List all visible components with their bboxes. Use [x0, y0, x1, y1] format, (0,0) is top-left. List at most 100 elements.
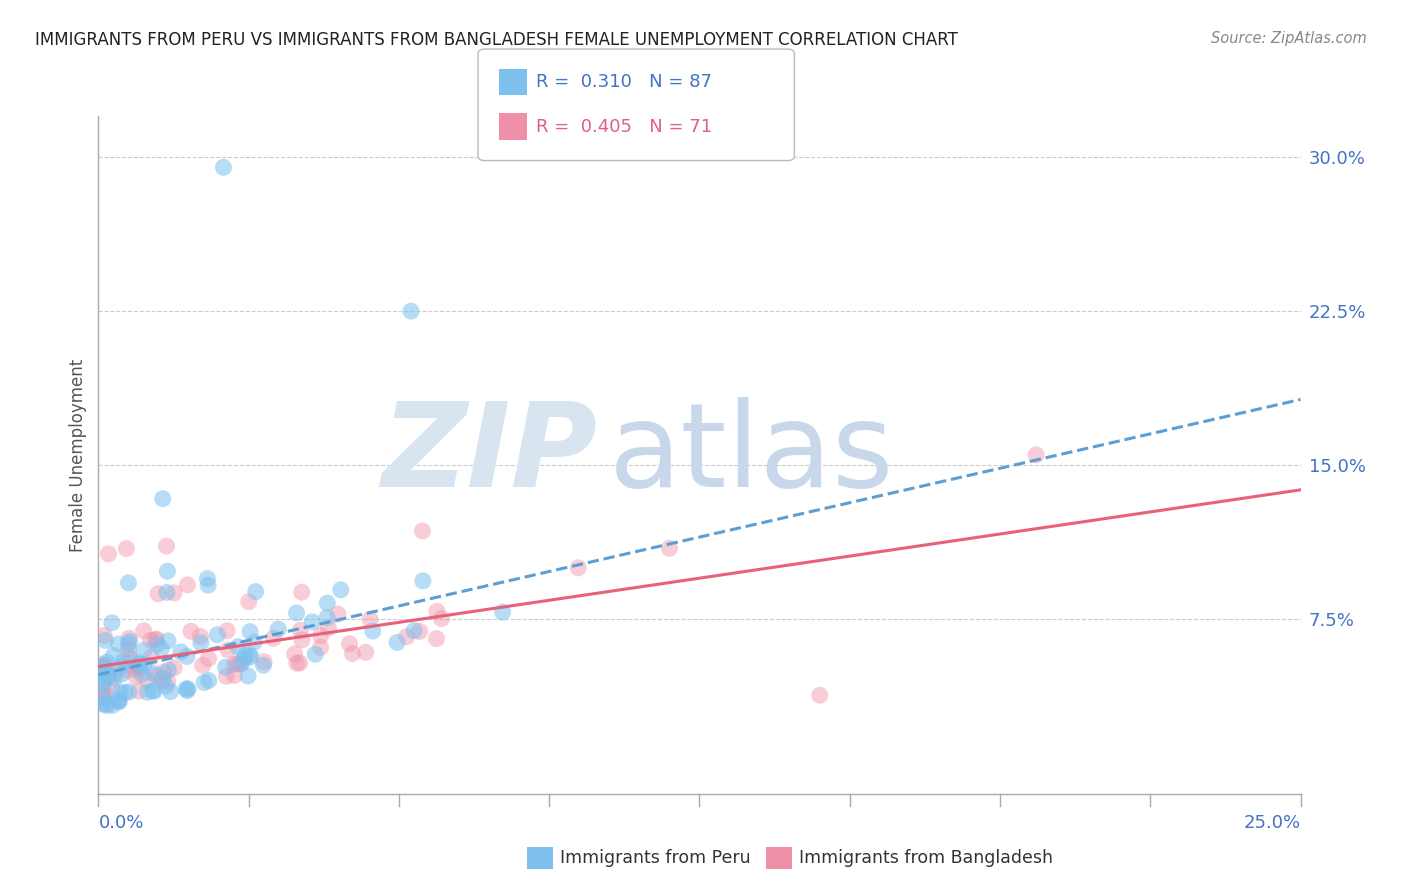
Point	[395, 630, 418, 644]
Point	[156, 585, 179, 599]
Point	[359, 612, 381, 626]
Point	[136, 685, 159, 699]
Point	[117, 575, 139, 590]
Point	[156, 633, 179, 648]
Point	[91, 690, 114, 705]
Point	[404, 624, 426, 638]
Point	[96, 667, 118, 681]
Point	[309, 640, 332, 655]
Text: 0.0%: 0.0%	[98, 814, 143, 831]
Point	[91, 658, 114, 673]
Point	[97, 668, 120, 682]
Point	[316, 596, 339, 610]
Point	[124, 663, 146, 677]
Text: R =  0.405   N = 71: R = 0.405 N = 71	[536, 118, 711, 136]
Point	[238, 595, 260, 609]
Point	[354, 645, 377, 659]
Point	[134, 643, 156, 657]
Point	[155, 539, 177, 553]
Point	[491, 605, 513, 619]
Point	[301, 615, 323, 629]
Point	[118, 649, 141, 664]
Point	[132, 657, 155, 672]
Point	[180, 624, 202, 639]
Point	[224, 657, 246, 672]
Point	[155, 679, 177, 693]
Point	[224, 668, 246, 682]
Point	[197, 572, 219, 586]
Point	[339, 637, 361, 651]
Point	[156, 674, 179, 689]
Text: Immigrants from Bangladesh: Immigrants from Bangladesh	[799, 849, 1053, 867]
Point	[291, 632, 314, 647]
Text: Source: ZipAtlas.com: Source: ZipAtlas.com	[1211, 31, 1367, 46]
Point	[91, 690, 114, 704]
Point	[176, 578, 198, 592]
Point	[190, 630, 212, 644]
Point	[145, 632, 167, 646]
Point	[91, 697, 114, 711]
Point	[309, 629, 332, 643]
Point	[399, 304, 422, 318]
Point	[118, 685, 141, 699]
Point	[107, 637, 129, 651]
Point	[91, 674, 114, 689]
Point	[103, 667, 125, 681]
Point	[214, 660, 236, 674]
Point	[284, 647, 307, 661]
Point	[148, 587, 170, 601]
Point	[101, 615, 124, 630]
Point	[128, 657, 150, 671]
Point	[117, 637, 139, 651]
Point	[115, 541, 138, 556]
Point	[97, 670, 120, 684]
Point	[285, 606, 308, 620]
Point	[1025, 448, 1047, 462]
Point	[808, 688, 831, 702]
Point	[163, 586, 186, 600]
Point	[127, 659, 149, 673]
Point	[176, 649, 198, 664]
Point	[430, 611, 453, 625]
Point	[96, 698, 118, 713]
Point	[658, 541, 681, 556]
Point	[103, 671, 125, 685]
Point	[108, 694, 131, 708]
Point	[229, 657, 252, 671]
Point	[128, 656, 150, 670]
Point	[156, 564, 179, 578]
Y-axis label: Female Unemployment: Female Unemployment	[69, 359, 87, 551]
Point	[329, 582, 352, 597]
Point	[139, 650, 162, 665]
Point	[236, 669, 259, 683]
Point	[412, 524, 434, 538]
Point	[191, 658, 214, 673]
Point	[152, 672, 174, 686]
Point	[408, 624, 430, 639]
Point	[108, 695, 131, 709]
Text: IMMIGRANTS FROM PERU VS IMMIGRANTS FROM BANGLADESH FEMALE UNEMPLOYMENT CORRELATI: IMMIGRANTS FROM PERU VS IMMIGRANTS FROM …	[35, 31, 957, 49]
Point	[117, 642, 139, 657]
Point	[91, 657, 114, 672]
Point	[316, 610, 339, 624]
Point	[100, 680, 122, 694]
Point	[232, 652, 254, 666]
Point	[245, 584, 267, 599]
Point	[252, 658, 274, 673]
Point	[107, 693, 129, 707]
Point	[112, 654, 135, 668]
Point	[139, 633, 162, 648]
Point	[103, 648, 125, 663]
Point	[291, 585, 314, 599]
Point	[150, 641, 173, 656]
Point	[215, 624, 238, 638]
Point	[177, 681, 200, 696]
Point	[290, 624, 312, 638]
Point	[110, 659, 132, 673]
Point	[143, 684, 166, 698]
Point	[217, 643, 239, 657]
Point	[567, 561, 589, 575]
Point	[253, 655, 276, 669]
Point	[170, 645, 193, 659]
Point	[157, 663, 180, 677]
